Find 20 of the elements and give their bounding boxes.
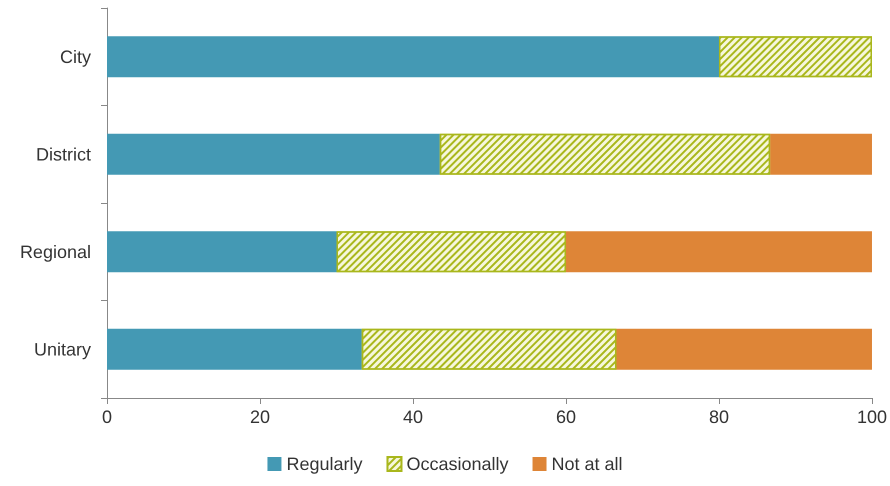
legend-label: Not at all <box>552 454 623 474</box>
bar <box>107 231 336 272</box>
legend-label: Regularly <box>286 454 362 474</box>
y-tick-label: Unitary <box>34 339 91 360</box>
bar <box>616 328 872 370</box>
x-tick-label: 0 <box>102 407 112 427</box>
x-tick-label: 60 <box>556 407 576 427</box>
bar <box>107 328 362 370</box>
legend-label: Occasionally <box>406 454 509 474</box>
y-tick-label: District <box>36 144 91 164</box>
bar <box>107 36 719 78</box>
bar <box>770 134 872 175</box>
x-tick-label: 20 <box>250 407 270 427</box>
x-tick-label: 40 <box>402 407 424 427</box>
x-tick-label: 100 <box>856 407 888 427</box>
y-tick-label: City <box>60 46 91 67</box>
bar <box>566 231 872 272</box>
y-tick-label: Regional <box>20 242 91 262</box>
bar <box>107 134 440 175</box>
x-tick-label: 80 <box>708 407 730 427</box>
